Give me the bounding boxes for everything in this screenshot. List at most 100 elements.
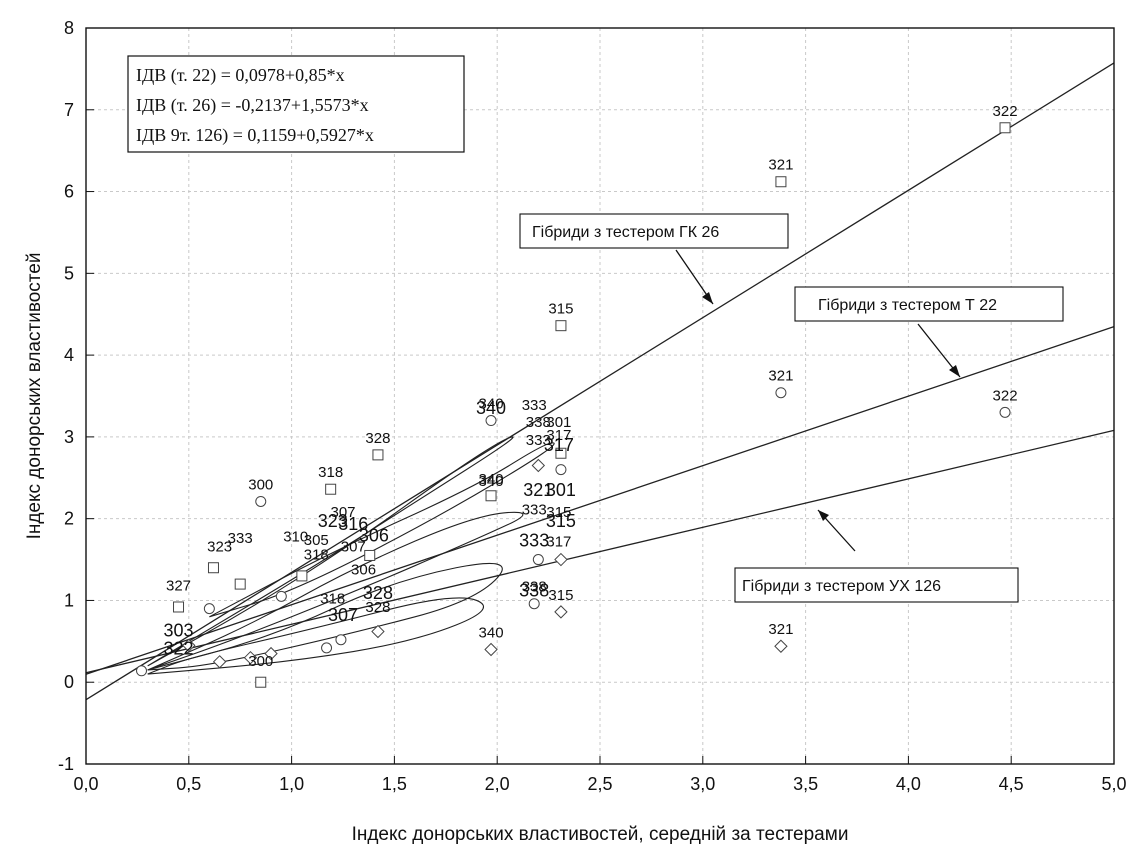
y-axis-ticks: -1 0 1 2 3 4 5 6 7 8 (58, 18, 94, 774)
x-tick-label: 0,0 (73, 774, 98, 794)
callout-ukh126: Гібриди з тестером УХ 126 (734, 509, 1019, 603)
callout-ukh126-arrowhead (818, 510, 829, 521)
point-label: 340 (479, 396, 504, 413)
equation-3: ІДВ 9т. 126) = 0,1159+0,5927*х (136, 125, 374, 146)
callout-gk26-label: Гібриди з тестером ГК 26 (532, 224, 719, 241)
regression-line (85, 326, 1115, 675)
point-square (999, 122, 1011, 134)
point-circle (275, 590, 287, 602)
point-label: 318 (318, 464, 343, 481)
cluster-label: 316 (338, 514, 368, 534)
point-label: 321 (768, 157, 793, 174)
point-label: 322 (993, 103, 1018, 120)
point-square (207, 562, 219, 574)
cluster-label: 300 (248, 653, 273, 670)
cluster-label: 323 (207, 538, 232, 555)
cluster-ellipses (147, 436, 555, 675)
cluster-ellipse (147, 597, 484, 675)
point-square (372, 449, 384, 461)
cluster-label: 333 (228, 530, 253, 547)
point-labels: 322 321 315 328 318 340 322 321 340 300 338 321 340 3… (163, 103, 1017, 670)
cluster-label: 338 (519, 580, 549, 600)
y-tick-label: 6 (64, 182, 74, 202)
cluster-label: 328 (363, 583, 393, 603)
point-diamond (774, 639, 788, 653)
y-tick-label: -1 (58, 754, 74, 774)
x-tick-label: 3,0 (690, 774, 715, 794)
x-tick-label: 4,0 (896, 774, 921, 794)
x-tick-label: 3,5 (793, 774, 818, 794)
cluster-label: 327 (166, 578, 191, 595)
cluster-ellipse (209, 442, 555, 618)
point-diamond (212, 655, 227, 669)
cluster-label: 317 (544, 435, 574, 455)
point-square (555, 447, 567, 459)
point-label: 340 (479, 625, 504, 642)
callout-gk26-box (519, 213, 789, 249)
point-diamond (371, 624, 385, 639)
regression-lines (85, 62, 1115, 701)
point-square (775, 176, 787, 188)
equation-box: ІДВ (т. 22) = 0,0978+0,85*х ІДВ (т. 26) … (127, 55, 465, 153)
point-square (234, 578, 246, 590)
cluster-label: 307 (330, 504, 355, 521)
callout-ukh126-box (734, 567, 1019, 603)
point-diamond (531, 458, 546, 473)
point-square (296, 570, 308, 582)
cluster-label: 333 (522, 502, 547, 519)
point-circle (555, 464, 567, 476)
cluster-label: 321 (523, 480, 553, 500)
point-diamond (554, 552, 568, 567)
cluster-label: 301 (546, 414, 571, 431)
y-tick-label: 8 (64, 18, 74, 38)
cluster-ellipse (147, 511, 524, 671)
point-square (364, 549, 376, 561)
callout-gk26-arrowhead (702, 292, 713, 304)
point-circle (335, 634, 347, 646)
callout-t22: Гібриди з тестером Т 22 (794, 286, 1064, 378)
point-square (325, 483, 337, 495)
cluster-label: 307 (328, 605, 358, 625)
point-square (485, 490, 497, 502)
point-label: 315 (548, 301, 573, 318)
point-circle (528, 598, 540, 610)
y-tick-label: 5 (64, 263, 74, 283)
cluster-label: 315 (546, 504, 571, 521)
point-circle (136, 665, 148, 677)
point-square (555, 320, 567, 332)
regression-line (85, 62, 1115, 701)
point-label: 322 (993, 387, 1018, 404)
point-circle (203, 603, 215, 615)
point-square (255, 676, 267, 688)
cluster-label: 328 (365, 599, 390, 616)
cluster-label: 333 (526, 432, 551, 449)
point-circle (485, 415, 497, 427)
cluster-label: 305 (304, 532, 329, 549)
point-diamond (264, 646, 278, 661)
point-circle (775, 387, 787, 399)
cluster-label: 303 (163, 620, 193, 640)
callout-t22-arrowhead (949, 365, 960, 377)
cluster-label: 318 (304, 547, 329, 564)
x-axis-ticks: 0,0 0,5 1,0 1,5 2,0 2,5 3,0 3,5 4,0 4,5 5,0 (73, 756, 1127, 794)
point-circle (999, 406, 1011, 418)
point-circle (321, 642, 333, 654)
point-diamond (243, 650, 258, 665)
x-tick-label: 2,5 (587, 774, 612, 794)
point-label: 315 (548, 587, 573, 604)
cluster-label: 301 (546, 480, 576, 500)
cluster-label: 318 (320, 591, 345, 608)
y-axis-title: Індекс донорських властивостей (24, 253, 45, 540)
cluster-label: 340 (476, 398, 506, 418)
callout-gk26: Гібриди з тестером ГК 26 (519, 213, 789, 305)
equation-2: ІДВ (т. 26) = -0,2137+1,5573*х (136, 95, 369, 116)
x-tick-label: 0,5 (176, 774, 201, 794)
point-label: 328 (365, 430, 390, 447)
cluster-label: 338 (526, 414, 551, 431)
point-diamond (484, 642, 498, 657)
cluster-label: 340 (479, 473, 504, 490)
callout-t22-label: Гібриди з тестером Т 22 (818, 297, 997, 314)
cluster-label: 322 (163, 638, 193, 658)
y-tick-label: 7 (64, 100, 74, 120)
